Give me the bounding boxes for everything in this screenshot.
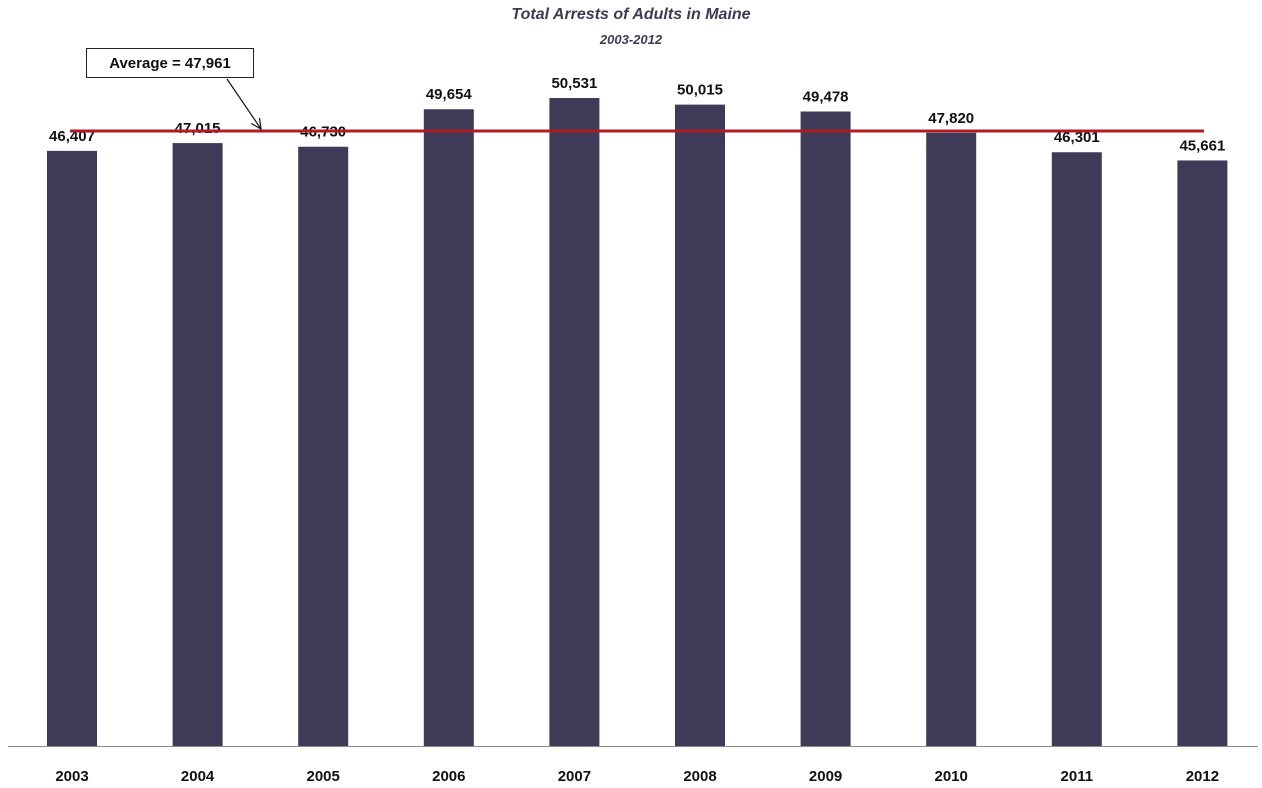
- value-label-2009: 49,478: [803, 89, 849, 106]
- average-callout-arrowhead: [250, 117, 262, 131]
- bar-2007: [549, 98, 600, 746]
- value-label-2010: 47,820: [928, 110, 974, 127]
- value-label-2012: 45,661: [1179, 137, 1225, 154]
- x-tick-label-2006: 2006: [432, 768, 465, 785]
- x-tick-label-2003: 2003: [55, 768, 88, 785]
- bar-2006: [423, 109, 474, 747]
- bar-2010: [926, 132, 977, 746]
- x-tick-label-2011: 2011: [1061, 768, 1094, 785]
- chart-title: Total Arrests of Adults in Maine: [511, 6, 751, 23]
- x-tick-label-2008: 2008: [683, 768, 716, 785]
- x-axis-labels-group: 2003 2004 2005 2006 2007 2008 2009 2010 2011 2012: [55, 768, 1219, 785]
- bar-2003: [47, 150, 97, 747]
- value-label-2004: 47,015: [175, 120, 221, 137]
- bars-group: [47, 98, 1228, 747]
- x-tick-label-2012: 2012: [1186, 768, 1219, 785]
- bar-2009: [800, 111, 851, 746]
- average-callout-arrow: [226, 78, 262, 130]
- value-label-2006: 49,654: [426, 86, 473, 103]
- value-label-2008: 50,015: [677, 82, 723, 99]
- x-tick-label-2004: 2004: [181, 768, 215, 785]
- x-tick-label-2005: 2005: [307, 768, 340, 785]
- bar-2004: [172, 143, 223, 747]
- average-callout: Average = 47,961: [86, 48, 254, 78]
- value-label-2011: 46,301: [1054, 129, 1100, 146]
- x-tick-label-2007: 2007: [558, 768, 591, 785]
- bar-2012: [1177, 160, 1228, 746]
- value-labels-group: 46,40747,01546,73049,65450,53150,01549,4…: [49, 75, 1225, 154]
- chart-subtitle: 2003-2012: [599, 32, 663, 47]
- x-tick-label-2009: 2009: [809, 768, 842, 785]
- bar-2011: [1051, 152, 1102, 746]
- bar-2008: [675, 104, 725, 747]
- bar-2005: [298, 146, 349, 747]
- x-tick-label-2010: 2010: [935, 768, 968, 785]
- value-label-2007: 50,531: [551, 75, 597, 92]
